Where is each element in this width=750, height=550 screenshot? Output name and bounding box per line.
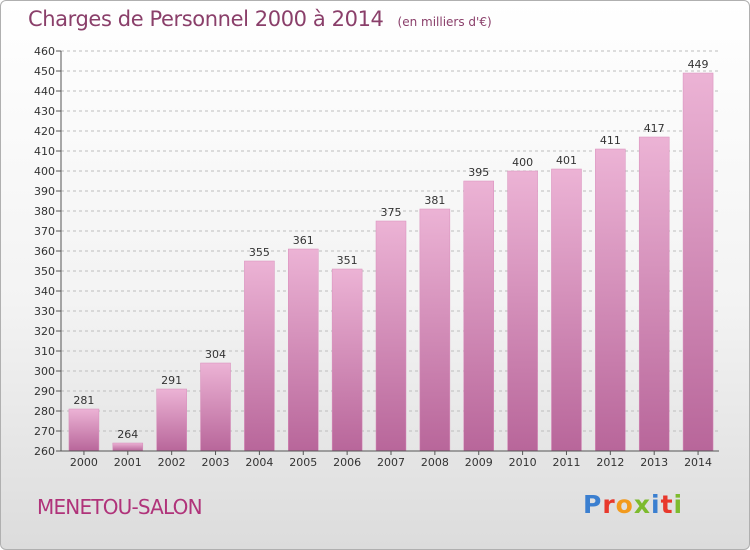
bars: 281 264 291 304 355 361 351 375 381 395 400 401 411 4… — [68, 58, 714, 452]
x-tick-label-2001: 2001 — [114, 456, 142, 469]
bar-2002 — [156, 388, 187, 452]
value-label-2012: 411 — [600, 134, 621, 147]
x-tick-label-2006: 2006 — [333, 456, 361, 469]
x-tick-label-2010: 2010 — [509, 456, 537, 469]
y-tick-label: 280 — [34, 405, 55, 418]
x-tick-label-2013: 2013 — [640, 456, 668, 469]
x-tick-label-2002: 2002 — [158, 456, 186, 469]
value-label-2011: 401 — [556, 154, 577, 167]
x-tick-label-2000: 2000 — [70, 456, 98, 469]
bar-2007 — [375, 220, 407, 452]
chart-subtitle: (en milliers d'€) — [397, 15, 492, 29]
x-axis: 2000 2001 2002 2003 2004 2005 2006 2007 2008 2009… — [61, 450, 719, 469]
value-label-2003: 304 — [205, 348, 226, 361]
y-tick-label: 410 — [34, 145, 55, 158]
value-label-2014: 449 — [688, 58, 709, 71]
bar-2010 — [507, 170, 538, 452]
bar-2011 — [551, 168, 582, 452]
bar-2000 — [68, 408, 100, 452]
y-tick-label: 420 — [34, 125, 55, 138]
bar-2013 — [638, 136, 670, 452]
y-tick-label: 430 — [34, 105, 55, 118]
bar-2009 — [463, 180, 494, 452]
y-tick-label: 300 — [34, 365, 55, 378]
x-tick-label-2011: 2011 — [552, 456, 580, 469]
y-tick-label: 380 — [34, 205, 55, 218]
bar-2014 — [682, 72, 714, 452]
value-label-2001: 264 — [117, 428, 138, 441]
value-label-2002: 291 — [161, 374, 182, 387]
y-tick-label: 350 — [34, 265, 55, 278]
bar-2012 — [595, 148, 626, 452]
y-tick-label: 450 — [34, 65, 55, 78]
y-tick-label: 290 — [34, 385, 55, 398]
logo-letter: x — [633, 490, 651, 519]
x-tick-label-2005: 2005 — [289, 456, 317, 469]
x-tick-label-2009: 2009 — [465, 456, 493, 469]
value-label-2006: 351 — [337, 254, 358, 267]
x-tick-label-2012: 2012 — [596, 456, 624, 469]
bar-2005 — [288, 248, 319, 452]
y-tick-label: 320 — [34, 325, 55, 338]
value-label-2004: 355 — [249, 246, 270, 259]
y-tick-label: 400 — [34, 165, 55, 178]
bar-2003 — [200, 362, 231, 452]
chart-title-text: Charges de Personnel 2000 à 2014 — [28, 7, 384, 31]
value-label-2013: 417 — [644, 122, 665, 135]
value-label-2009: 395 — [468, 166, 489, 179]
value-label-2000: 281 — [73, 394, 94, 407]
town-name: MENETOU-SALON — [37, 495, 203, 519]
y-tick-label: 370 — [34, 225, 55, 238]
value-label-2010: 400 — [512, 156, 533, 169]
logo-letter: r — [602, 490, 616, 519]
proxiti-logo: Proxiti — [583, 490, 683, 519]
x-tick-label-2008: 2008 — [421, 456, 449, 469]
y-tick-label: 330 — [34, 305, 55, 318]
bar-2004 — [244, 260, 275, 452]
bar-2001 — [112, 442, 144, 452]
y-tick-label: 390 — [34, 185, 55, 198]
value-label-2007: 375 — [381, 206, 402, 219]
chart-title: Charges de Personnel 2000 à 2014 (en mill… — [28, 7, 492, 31]
bar-2008 — [419, 208, 451, 452]
logo-letter: i — [673, 490, 684, 519]
y-axis: 260 270 280 290 300 310 320 330 340 350 360 370 380 3… — [34, 45, 62, 458]
x-tick-label-2007: 2007 — [377, 456, 405, 469]
y-tick-label: 260 — [34, 445, 55, 458]
x-tick-label-2003: 2003 — [202, 456, 230, 469]
y-tick-label: 340 — [34, 285, 55, 298]
x-tick-label-2004: 2004 — [245, 456, 273, 469]
value-label-2008: 381 — [424, 194, 445, 207]
logo-letter: i — [651, 490, 661, 519]
y-tick-label: 460 — [34, 45, 55, 58]
x-tick-label-2014: 2014 — [684, 456, 712, 469]
logo-letter: o — [615, 490, 634, 519]
bar-2006 — [331, 268, 363, 452]
y-tick-label: 440 — [34, 85, 55, 98]
logo-letter: t — [660, 490, 674, 519]
value-label-2005: 361 — [293, 234, 314, 247]
y-tick-label: 310 — [34, 345, 55, 358]
y-tick-label: 270 — [34, 425, 55, 438]
y-tick-label: 360 — [34, 245, 55, 258]
logo-letter: P — [583, 490, 603, 519]
